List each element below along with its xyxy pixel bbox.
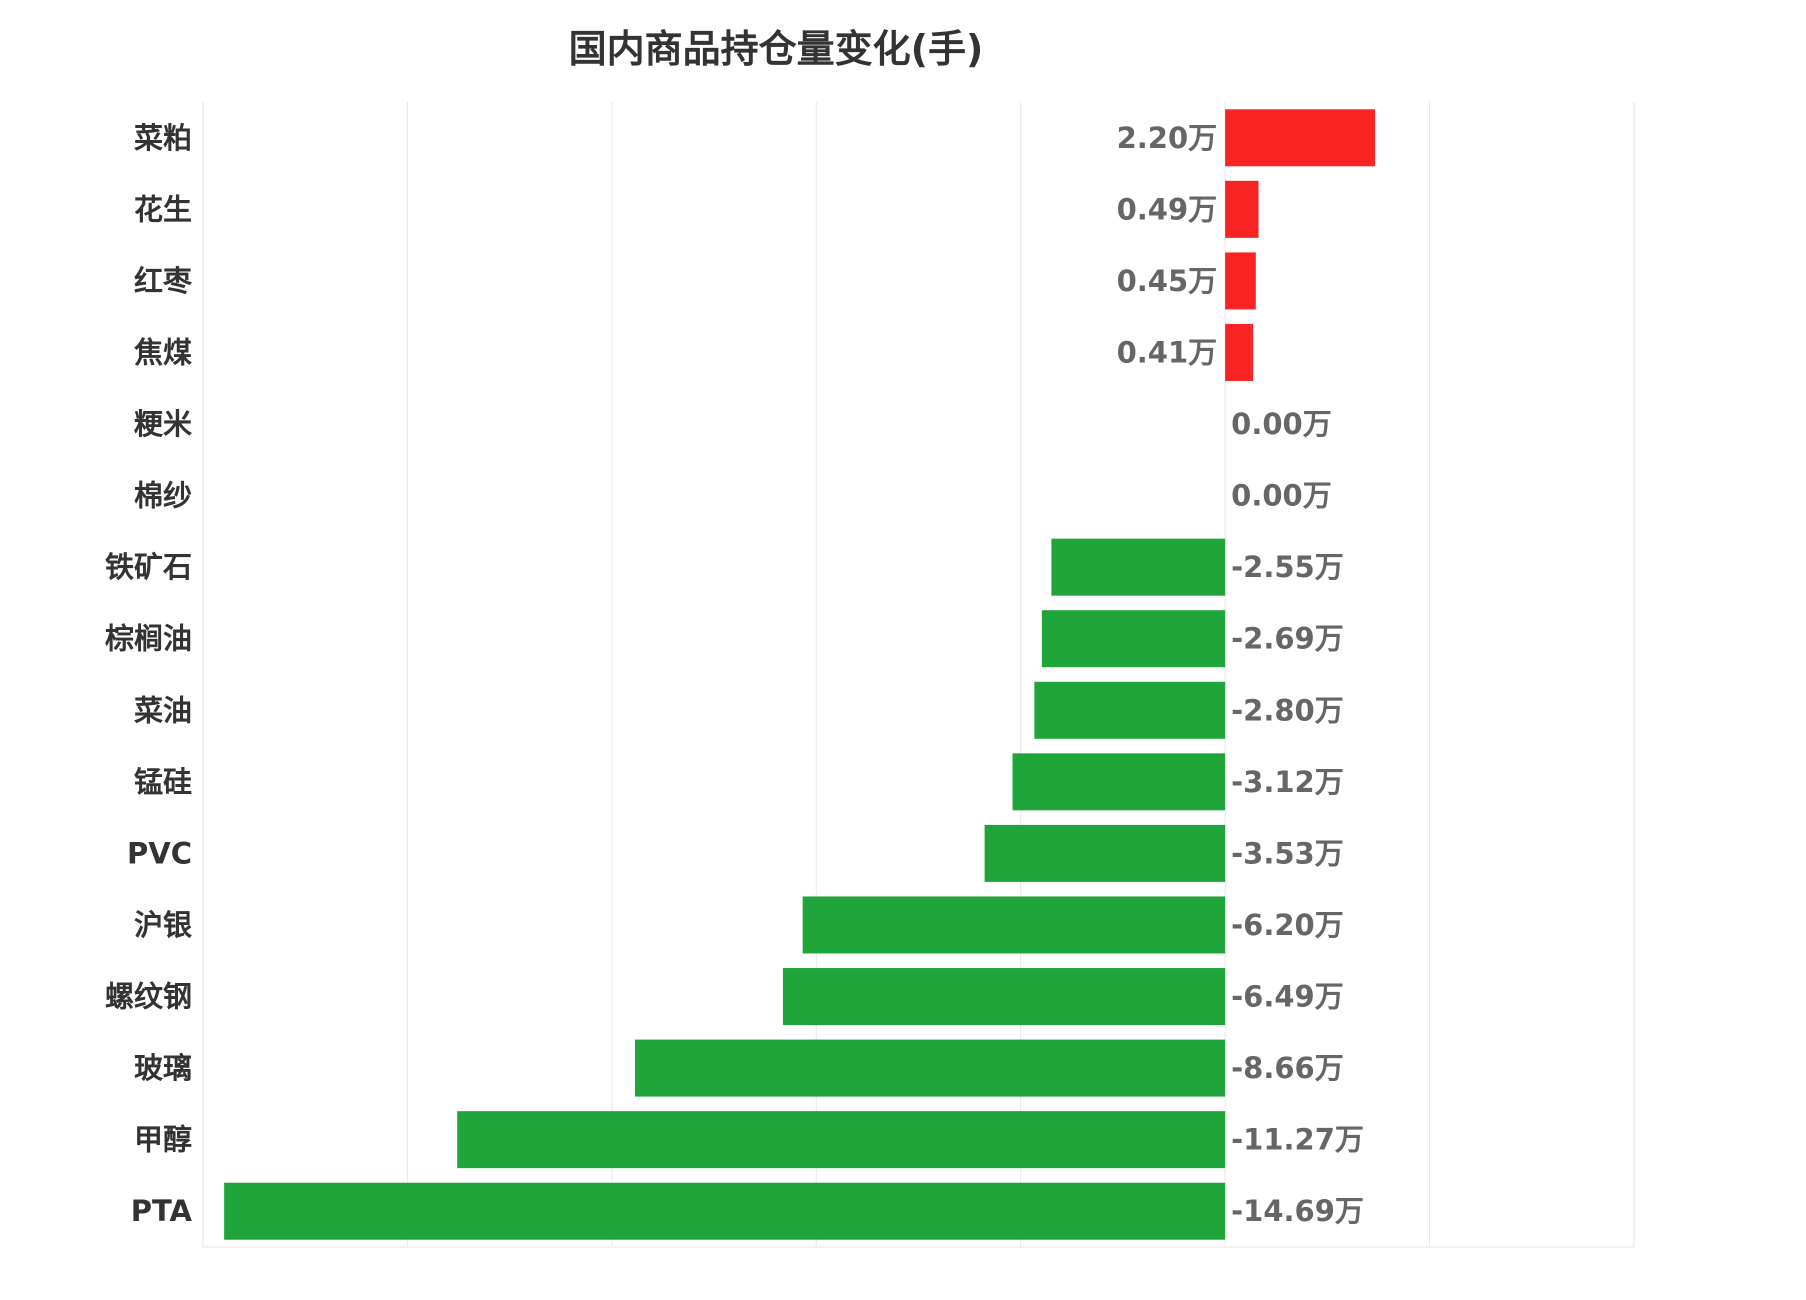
- data-label: -2.69万: [1231, 622, 1344, 656]
- data-label: 0.00万: [1231, 479, 1332, 513]
- category-label: PTA: [131, 1194, 193, 1228]
- category-label: 锰硅: [134, 765, 192, 799]
- data-label: -2.55万: [1231, 550, 1344, 584]
- data-label: -2.80万: [1231, 693, 1344, 727]
- category-label: 红枣: [134, 264, 193, 298]
- category-label: 沪银: [134, 908, 192, 942]
- bar: [802, 896, 1226, 954]
- bar: [1225, 180, 1259, 238]
- category-label: 花生: [134, 192, 192, 226]
- category-label: 铁矿石: [105, 550, 192, 584]
- category-label: 螺纹钢: [105, 980, 192, 1014]
- bar: [1041, 610, 1226, 668]
- data-label: 0.41万: [1117, 335, 1218, 369]
- category-label: 菜粕: [134, 121, 192, 155]
- data-label: -11.27万: [1231, 1123, 1364, 1157]
- data-label: -8.66万: [1231, 1051, 1344, 1085]
- bar: [224, 1182, 1226, 1240]
- bar: [457, 1111, 1226, 1169]
- data-label: -6.20万: [1231, 908, 1344, 942]
- category-label: 棕榈油: [105, 622, 192, 656]
- category-label: PVC: [127, 836, 192, 870]
- category-label: 菜油: [134, 693, 192, 727]
- data-label: 2.20万: [1117, 121, 1218, 155]
- category-label: 玻璃: [134, 1051, 192, 1085]
- chart-title: 国内商品持仓量变化(手): [568, 27, 984, 71]
- bar: [984, 824, 1226, 882]
- bar: [1051, 538, 1226, 596]
- bar: [635, 1039, 1226, 1097]
- bar: [1034, 681, 1226, 739]
- data-label: -6.49万: [1231, 980, 1344, 1014]
- bar: [1225, 252, 1256, 310]
- bar: [1012, 753, 1226, 811]
- data-label: 0.00万: [1231, 407, 1332, 441]
- data-label: 0.45万: [1117, 264, 1218, 298]
- category-label: 焦煤: [134, 335, 192, 369]
- bar: [782, 968, 1226, 1026]
- data-label: -14.69万: [1231, 1194, 1364, 1228]
- data-label: -3.12万: [1231, 765, 1344, 799]
- data-label: 0.49万: [1117, 192, 1218, 226]
- bar: [1225, 109, 1376, 167]
- category-label: 甲醇: [134, 1123, 192, 1157]
- category-label: 棉纱: [134, 479, 192, 513]
- category-label: 粳米: [134, 407, 192, 441]
- bar: [1225, 323, 1254, 381]
- data-label: -3.53万: [1231, 836, 1344, 870]
